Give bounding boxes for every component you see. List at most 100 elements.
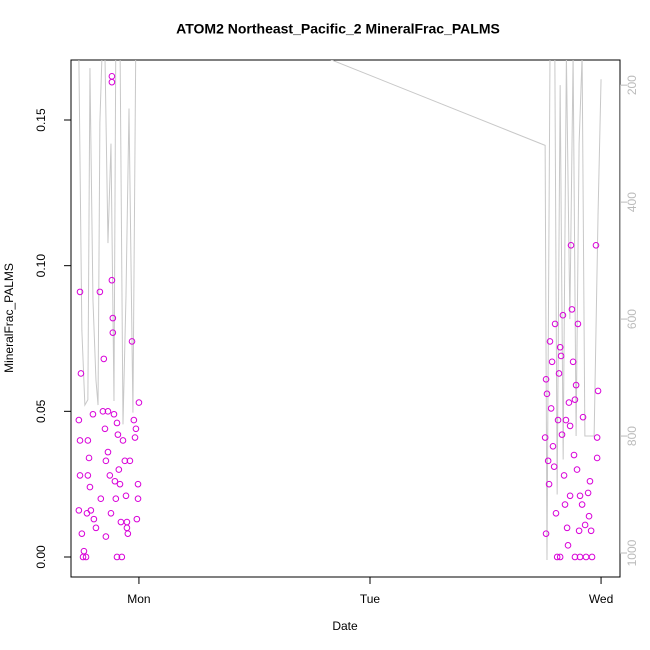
y-axis-label: MineralFrac_PALMS — [2, 263, 16, 373]
point — [96, 288, 104, 296]
point — [582, 553, 590, 561]
point — [90, 515, 98, 523]
point — [87, 507, 95, 514]
point — [77, 370, 85, 377]
point — [134, 495, 142, 503]
point — [566, 492, 574, 500]
point — [593, 434, 601, 441]
point — [108, 276, 116, 284]
point — [131, 434, 139, 441]
point — [555, 370, 563, 377]
point — [99, 408, 107, 415]
point — [104, 408, 112, 415]
point — [107, 509, 115, 517]
point — [102, 457, 110, 465]
point — [568, 306, 576, 313]
point — [113, 419, 121, 427]
point — [562, 416, 570, 424]
y2-tick-label: 600 — [625, 309, 639, 329]
point — [541, 434, 549, 441]
point — [118, 553, 126, 561]
point — [126, 457, 134, 465]
point — [556, 553, 564, 561]
point — [576, 492, 584, 500]
x-tick-label: Tue — [360, 592, 381, 606]
point — [548, 358, 556, 366]
point — [579, 413, 587, 421]
point — [575, 527, 583, 535]
point — [130, 416, 138, 424]
point — [567, 241, 575, 249]
point — [563, 524, 571, 532]
point — [542, 530, 550, 537]
point — [106, 472, 114, 479]
point — [76, 472, 84, 479]
point — [115, 466, 123, 473]
point — [561, 501, 569, 508]
point — [92, 524, 100, 532]
point — [566, 422, 574, 430]
point — [554, 416, 562, 424]
point — [564, 542, 572, 549]
point — [108, 73, 116, 80]
point — [570, 451, 578, 459]
point — [574, 320, 582, 328]
point — [114, 431, 122, 438]
point — [545, 480, 553, 488]
point — [573, 466, 581, 473]
point — [569, 358, 577, 366]
point — [82, 553, 90, 561]
point — [572, 381, 580, 389]
point — [76, 288, 84, 296]
x-tick-label: Mon — [127, 592, 150, 606]
point — [109, 314, 117, 322]
point — [104, 448, 112, 456]
y2-tick-label: 800 — [625, 426, 639, 446]
point — [123, 518, 131, 526]
point — [123, 524, 131, 532]
point — [557, 352, 565, 360]
y-tick-label: 0.05 — [34, 399, 48, 423]
point — [109, 329, 117, 336]
point — [586, 477, 594, 485]
point — [560, 472, 568, 479]
point — [83, 509, 91, 517]
point — [585, 512, 593, 520]
point — [89, 410, 97, 418]
point — [113, 553, 121, 561]
point — [565, 399, 573, 406]
y2-tick-label: 400 — [625, 192, 639, 212]
point — [76, 437, 84, 444]
point — [592, 241, 600, 249]
point — [550, 463, 558, 470]
point — [546, 338, 554, 345]
point — [84, 472, 92, 479]
point — [128, 338, 136, 345]
y2-tick-label: 1000 — [625, 539, 639, 566]
point — [544, 457, 552, 465]
point — [588, 553, 596, 561]
point — [75, 507, 83, 514]
point — [75, 416, 83, 424]
point — [542, 375, 550, 383]
point — [584, 489, 592, 497]
chart-title: ATOM2 Northeast_Pacific_2 MineralFrac_PA… — [176, 21, 500, 37]
point — [112, 495, 120, 503]
point — [122, 492, 130, 500]
point — [85, 454, 93, 462]
point — [578, 501, 586, 508]
point — [543, 390, 551, 398]
point — [108, 78, 116, 86]
y2-tick-label: 200 — [625, 75, 639, 95]
point — [86, 483, 94, 491]
point — [547, 405, 555, 412]
point — [581, 521, 589, 529]
point — [84, 437, 92, 444]
y-tick-label: 0.15 — [34, 108, 48, 132]
point — [116, 480, 124, 488]
point — [571, 396, 579, 403]
point — [121, 457, 129, 465]
y-tick-label: 0.10 — [34, 254, 48, 278]
pressure-line — [78, 60, 602, 561]
